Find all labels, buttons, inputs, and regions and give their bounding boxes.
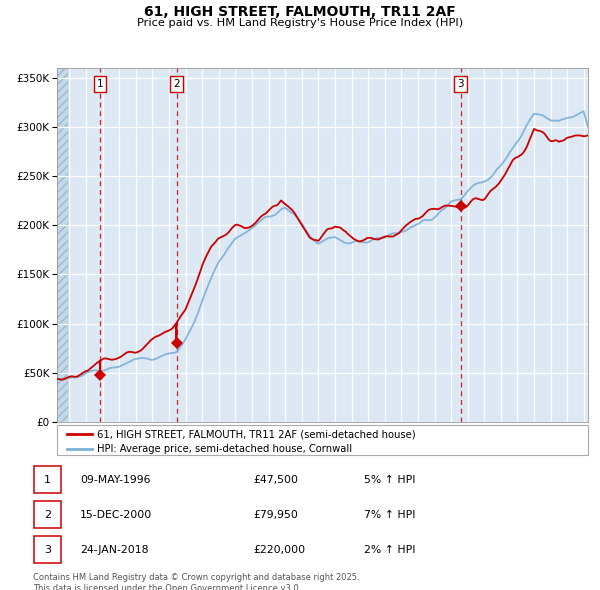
Bar <box>57 68 68 422</box>
Text: 2: 2 <box>173 79 180 88</box>
FancyBboxPatch shape <box>34 466 61 493</box>
Text: 5% ↑ HPI: 5% ↑ HPI <box>364 475 416 485</box>
Text: 7% ↑ HPI: 7% ↑ HPI <box>364 510 416 520</box>
Text: 2: 2 <box>44 510 51 520</box>
FancyBboxPatch shape <box>34 501 61 529</box>
Text: 24-JAN-2018: 24-JAN-2018 <box>80 545 148 555</box>
Text: 09-MAY-1996: 09-MAY-1996 <box>80 475 151 485</box>
Text: £47,500: £47,500 <box>254 475 299 485</box>
Text: 3: 3 <box>44 545 51 555</box>
Text: £220,000: £220,000 <box>254 545 306 555</box>
Text: 2% ↑ HPI: 2% ↑ HPI <box>364 545 416 555</box>
Text: £79,950: £79,950 <box>254 510 299 520</box>
Text: Contains HM Land Registry data © Crown copyright and database right 2025.
This d: Contains HM Land Registry data © Crown c… <box>33 573 359 590</box>
FancyBboxPatch shape <box>57 425 588 455</box>
Text: 1: 1 <box>97 79 103 88</box>
Text: 3: 3 <box>457 79 464 88</box>
Text: 61, HIGH STREET, FALMOUTH, TR11 2AF: 61, HIGH STREET, FALMOUTH, TR11 2AF <box>144 5 456 19</box>
Text: 15-DEC-2000: 15-DEC-2000 <box>80 510 152 520</box>
FancyBboxPatch shape <box>34 536 61 563</box>
Text: 61, HIGH STREET, FALMOUTH, TR11 2AF (semi-detached house): 61, HIGH STREET, FALMOUTH, TR11 2AF (sem… <box>97 429 415 439</box>
Text: 1: 1 <box>44 475 51 485</box>
Text: HPI: Average price, semi-detached house, Cornwall: HPI: Average price, semi-detached house,… <box>97 444 352 454</box>
Text: Price paid vs. HM Land Registry's House Price Index (HPI): Price paid vs. HM Land Registry's House … <box>137 18 463 28</box>
